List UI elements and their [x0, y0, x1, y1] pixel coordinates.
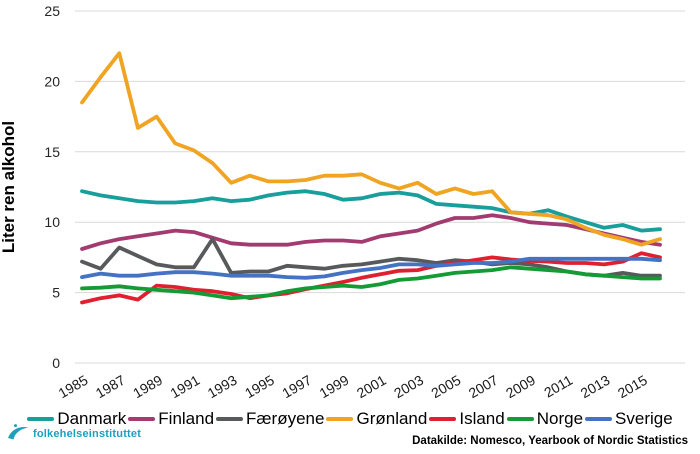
legend-label: Færøyene	[246, 409, 325, 428]
logo-swoosh-icon	[8, 424, 28, 440]
data-source-note: Datakilde: Nomesco, Yearbook of Nordic S…	[412, 435, 688, 447]
x-axis-tick-label: 1989	[130, 372, 165, 402]
legend-label: Norge	[536, 409, 584, 428]
series-line-island	[80, 251, 662, 305]
y-axis-tick-label: 5	[52, 285, 60, 301]
legend-item-finland: Finland	[128, 409, 214, 429]
legend-item-grønland: Grønland	[326, 409, 427, 429]
x-axis-tick-label: 1985	[56, 372, 91, 402]
gridlines-group	[75, 10, 685, 364]
legend-item-danmark: Danmark	[27, 409, 126, 429]
x-axis-tick-label: 2007	[466, 372, 501, 402]
y-axis-title: Liter ren alkohol	[0, 121, 18, 253]
x-axis-tick-label: 2015	[615, 372, 650, 402]
legend-swatch	[326, 417, 354, 421]
x-axis-tick-label: 2003	[391, 372, 426, 402]
x-axis-tick-label: 1999	[317, 372, 352, 402]
series-line-danmark	[80, 189, 662, 233]
folkehelseinstituttet-logo: folkehelseinstituttet	[6, 423, 141, 445]
x-axis-tick-label: 1987	[93, 372, 128, 402]
x-axis-tick-label: 1995	[242, 372, 277, 402]
legend-swatch	[216, 417, 244, 421]
chart-legend: Danmark Finland Færøyene Grønland Island Norg…	[0, 406, 700, 432]
legend-label: Sverige	[615, 409, 673, 428]
legend-label: Island	[459, 409, 505, 428]
legend-label: Grønland	[356, 409, 428, 428]
logo-text: folkehelseinstituttet	[33, 428, 142, 440]
x-axis-tick-label: 2001	[354, 372, 389, 402]
legend-swatch	[128, 417, 156, 421]
x-axis-tick-label: 1991	[167, 372, 202, 402]
y-axis-tick-label: 10	[44, 214, 60, 230]
x-axis-tick-label: 2013	[578, 372, 613, 402]
y-axis-tick-label: 20	[44, 73, 60, 89]
series-line-norge	[80, 265, 662, 301]
legend-item-norge: Norge	[506, 409, 584, 429]
y-axis-tick-label: 0	[52, 355, 60, 371]
series-line-grønland	[80, 51, 662, 247]
x-axis-tick-label: 2005	[428, 372, 463, 402]
legend-label: Finland	[158, 409, 215, 428]
legend-swatch	[585, 417, 613, 421]
y-axis-tick-label: 15	[44, 144, 60, 160]
series-line-finland	[80, 213, 662, 251]
legend-swatch	[27, 417, 55, 421]
x-axis-tick-label: 2009	[503, 372, 538, 402]
x-axis-tick-label: 1997	[279, 372, 314, 402]
x-axis-tick-label: 2011	[541, 372, 575, 401]
series-lines-group	[80, 51, 662, 305]
y-axis-tick-labels: 0 5 10 15 20 25	[44, 3, 60, 371]
x-axis-tick-label: 1993	[205, 372, 240, 402]
x-axis-tick-labels: 1985 1987 1989 1991 1993 1995 1997 1999 2001 2003…	[56, 372, 651, 402]
y-axis-tick-label: 25	[44, 3, 60, 19]
legend-swatch	[429, 417, 457, 421]
legend-item-færøyene: Færøyene	[216, 409, 324, 429]
legend-label: Danmark	[57, 409, 127, 428]
legend-item-island: Island	[429, 409, 505, 429]
legend-swatch	[506, 417, 534, 421]
series-line-sverige	[80, 256, 662, 280]
legend-item-sverige: Sverige	[585, 409, 673, 429]
